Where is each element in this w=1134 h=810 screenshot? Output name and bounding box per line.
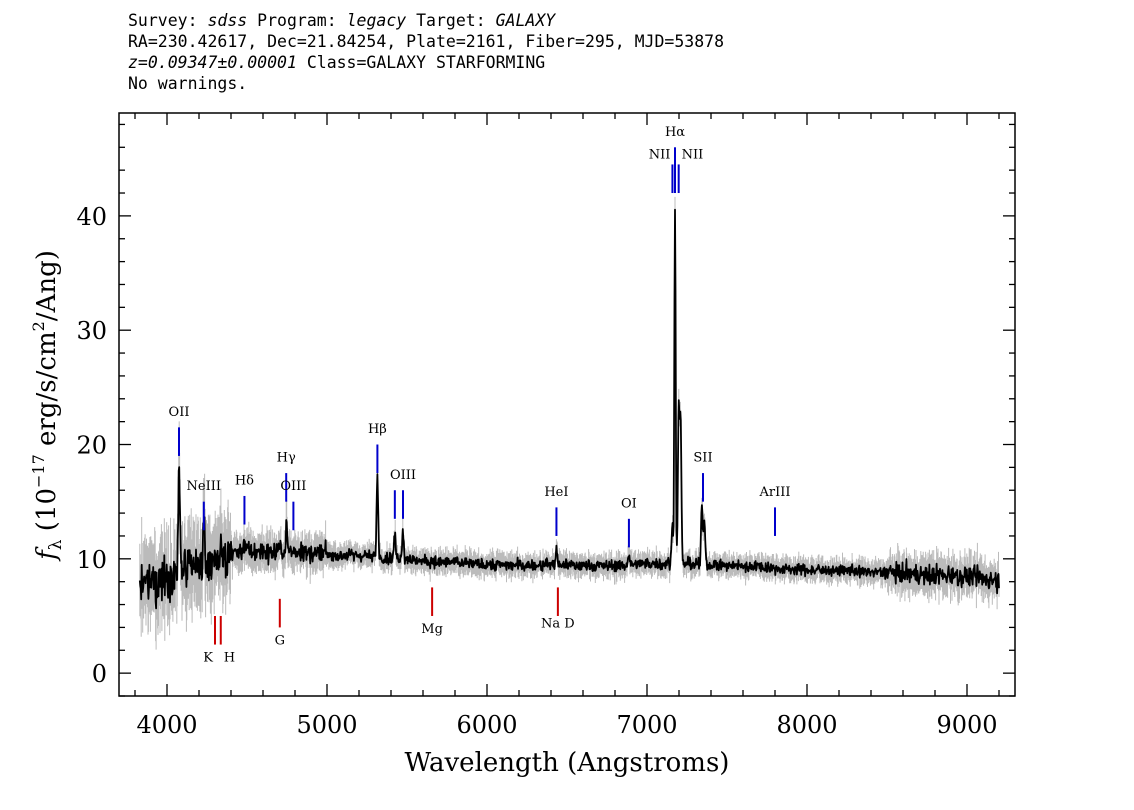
y-tick-label: 10 xyxy=(76,546,107,574)
y-label-exp1: −17 xyxy=(29,454,48,488)
y-label-sub: λ xyxy=(46,539,66,550)
marker-label-16: H xyxy=(224,651,235,666)
plot-frame xyxy=(118,112,1016,697)
x-tick-label: 5000 xyxy=(296,711,357,739)
target-label: Target: xyxy=(406,11,496,30)
x-axis-label: Wavelength (Angstroms) xyxy=(405,748,730,778)
marker-label-5: Hβ xyxy=(368,422,387,437)
class-value: Class=GALAXY STARFORMING xyxy=(296,53,546,72)
marker-label-2: Hδ xyxy=(235,474,254,489)
y-label-post: /Ang) xyxy=(32,250,62,321)
marker-label-18: Mg xyxy=(421,622,443,637)
marker-label-13: SII xyxy=(693,451,712,466)
marker-label-15: K xyxy=(203,651,213,666)
axis-ticks xyxy=(119,113,1015,697)
marker-label-14: ArIII xyxy=(758,485,790,500)
y-label-mid: erg/s/cm xyxy=(32,331,62,454)
header-line-coords: RA=230.42617, Dec=21.84254, Plate=2161, … xyxy=(128,32,725,51)
marker-label-0: OII xyxy=(169,405,190,420)
y-label-pre: (10 xyxy=(32,488,62,540)
line-markers: OII NeIII Hδ Hγ OIII Hβ OIII HeI OI NII Hα NII SII Ar… xyxy=(169,125,791,666)
marker-label-1: NeIII xyxy=(187,479,221,494)
marker-label-17: G xyxy=(275,634,285,649)
survey-label: Survey: xyxy=(128,11,208,30)
x-tick-label: 6000 xyxy=(456,711,517,739)
y-tick-label: 30 xyxy=(76,317,107,345)
y-tick-label: 40 xyxy=(76,203,107,231)
marker-label-3: Hγ xyxy=(277,451,296,466)
error-band-series xyxy=(139,196,1000,650)
marker-label-12: NII xyxy=(682,148,704,163)
program-label: Program: xyxy=(247,11,347,30)
marker-label-7: OIII xyxy=(390,468,416,483)
program-value: legacy xyxy=(346,11,407,30)
target-value: GALAXY xyxy=(495,11,556,30)
y-axis-label: fλ (10−17 erg/s/cm2/Ang) xyxy=(29,250,66,562)
marker-label-11: Hα xyxy=(665,125,685,140)
marker-label-9: OI xyxy=(621,496,637,511)
marker-label-8: HeI xyxy=(544,485,568,500)
flux-series xyxy=(138,208,1000,610)
y-tick-label: 0 xyxy=(92,660,107,688)
x-tick-labels: 4000 5000 6000 7000 8000 9000 xyxy=(136,711,997,739)
x-tick-label: 7000 xyxy=(616,711,677,739)
y-tick-labels: 0 10 20 30 40 xyxy=(76,203,107,688)
header-line-warnings: No warnings. xyxy=(128,74,248,93)
x-tick-label: 4000 xyxy=(136,711,197,739)
y-tick-label: 20 xyxy=(76,432,107,460)
spectrum-header: Survey: sdss Program: legacy Target: GAL… xyxy=(128,10,724,94)
x-tick-label: 8000 xyxy=(776,711,837,739)
survey-value: sdss xyxy=(207,11,248,30)
marker-label-10: NII xyxy=(649,148,671,163)
marker-label-4: OIII xyxy=(280,479,306,494)
y-label-exp2: 2 xyxy=(29,321,48,331)
x-tick-label: 9000 xyxy=(936,711,997,739)
redshift-value: z=0.09347±0.00001 xyxy=(128,53,297,72)
header-line-class: z=0.09347±0.00001 Class=GALAXY STARFORMI… xyxy=(128,52,724,73)
marker-label-19: Na D xyxy=(541,616,575,631)
header-line-survey: Survey: sdss Program: legacy Target: GAL… xyxy=(128,10,724,31)
